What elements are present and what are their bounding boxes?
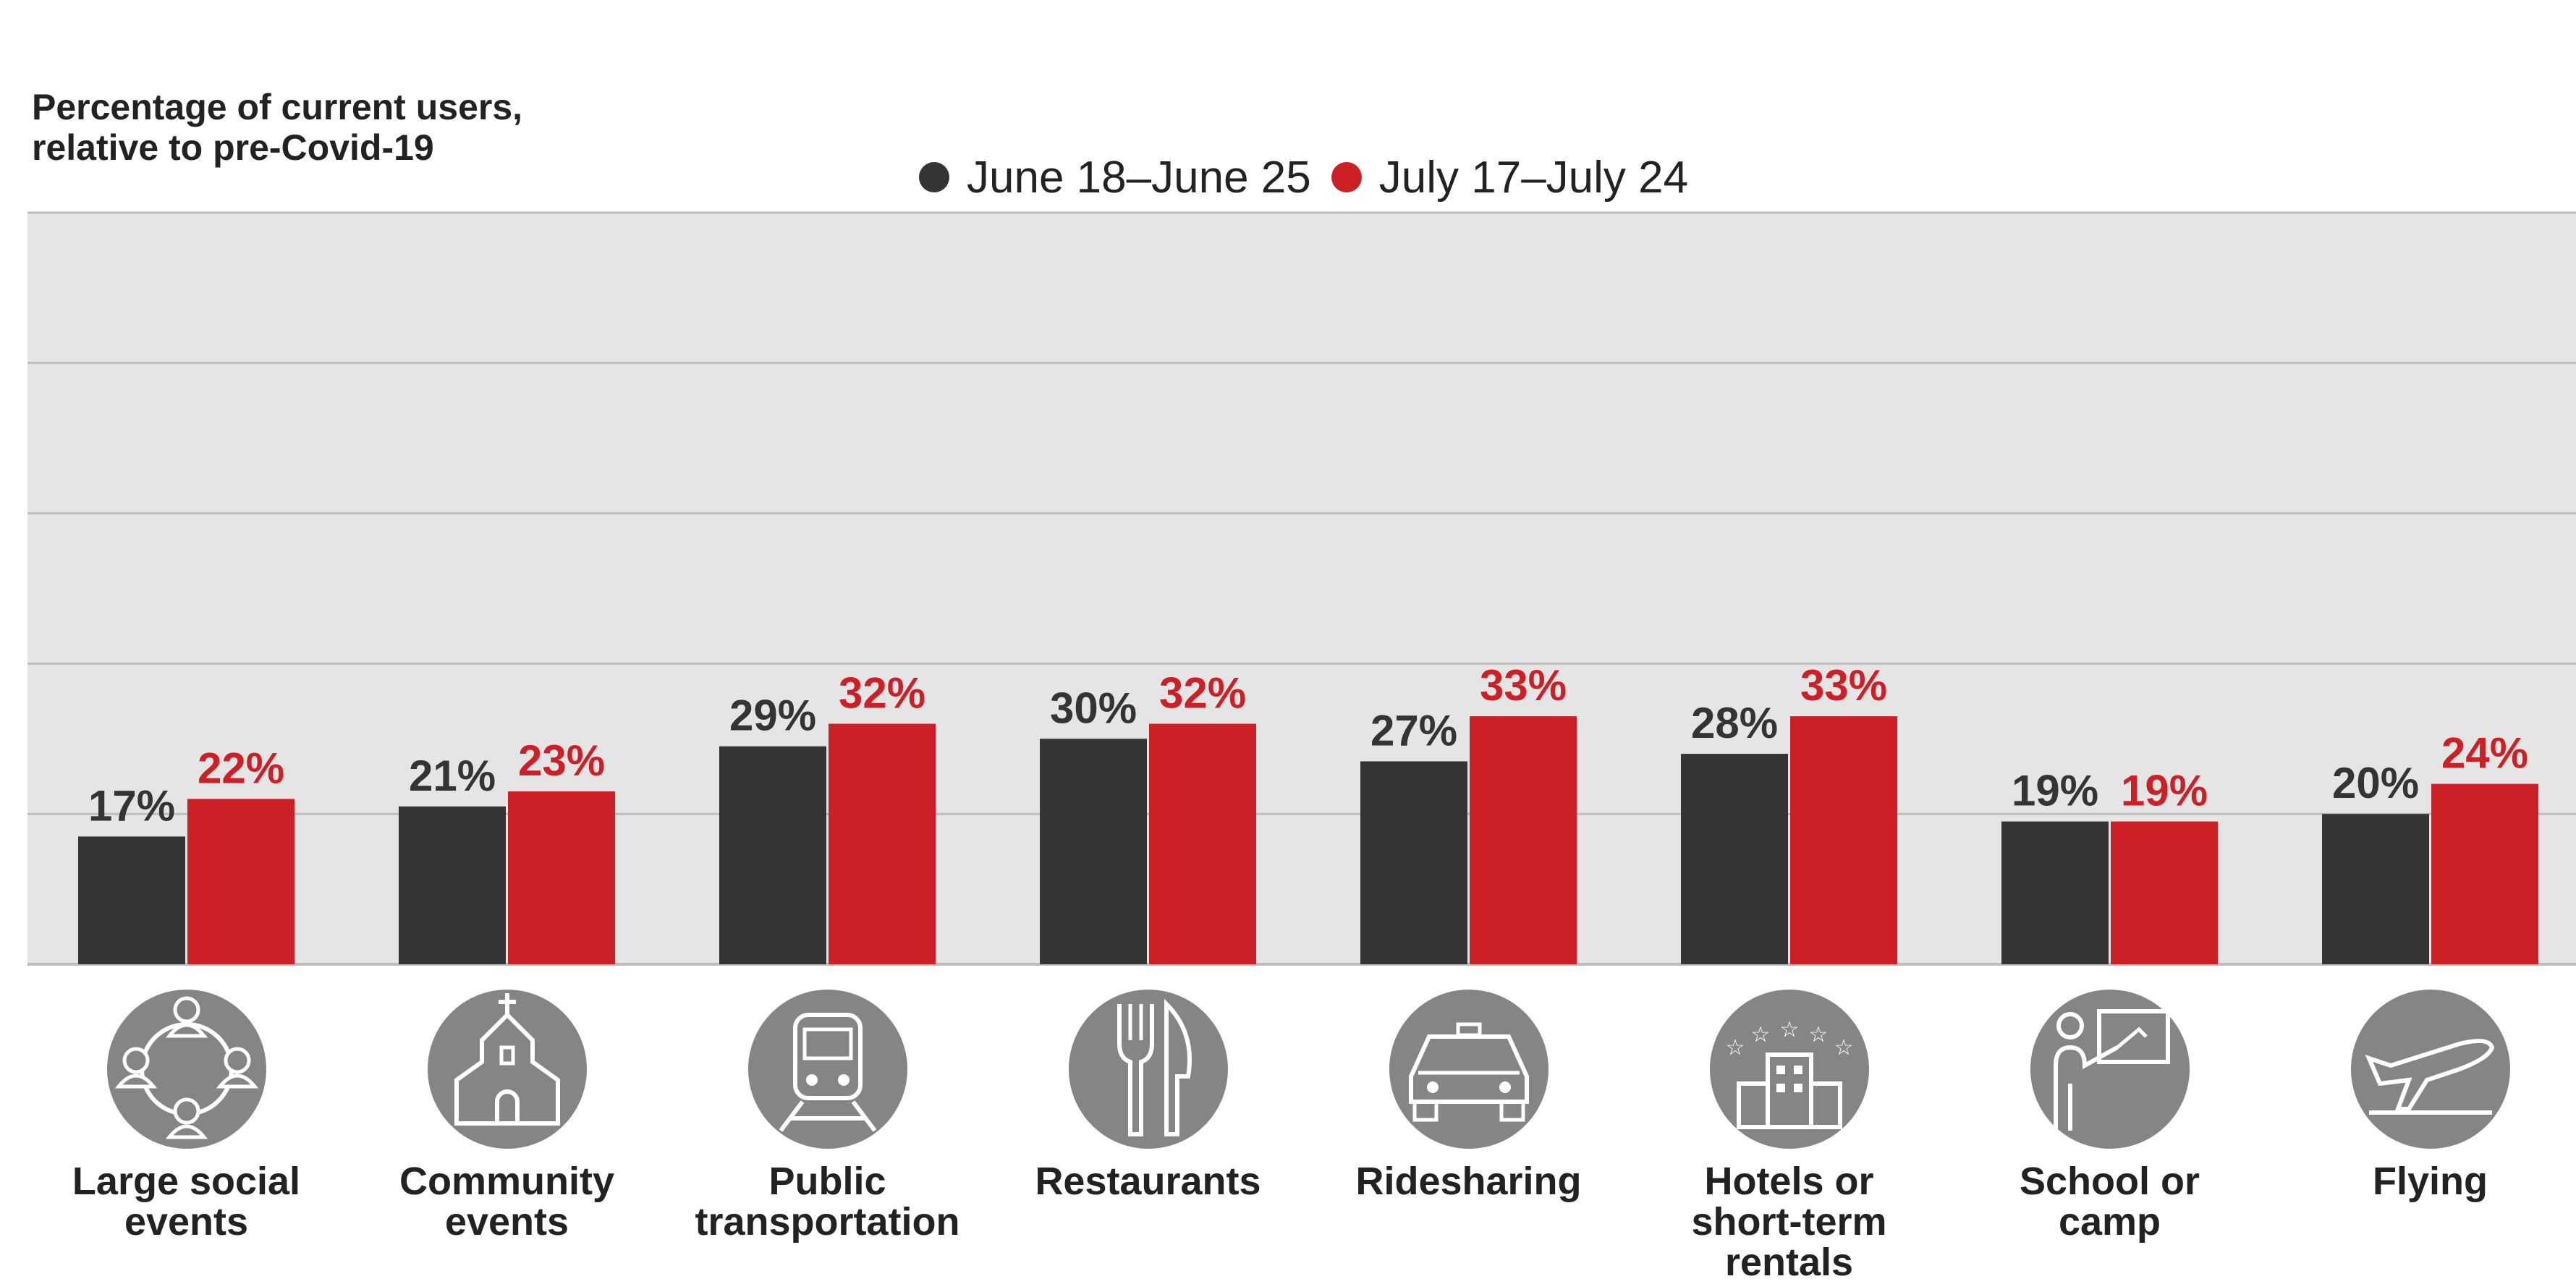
category-label: Large social events [35, 1161, 339, 1242]
category-label: Restaurants [996, 1161, 1300, 1202]
data-label-june: 17% [88, 781, 175, 830]
church-icon [427, 989, 588, 1149]
bar-june [1040, 739, 1147, 964]
data-label-july: 24% [2441, 729, 2528, 778]
teacher-icon [2030, 989, 2190, 1149]
data-label-july: 22% [198, 744, 284, 792]
bar-june [1681, 754, 1788, 964]
data-label-june: 27% [1370, 706, 1457, 754]
svg-text:☆: ☆ [1808, 1022, 1828, 1047]
category-label: Hotels or short-term rentals [1637, 1161, 1941, 1283]
data-label-july: 19% [2121, 767, 2208, 815]
category-label: Public transportation [676, 1161, 980, 1242]
bar-july [1470, 716, 1577, 964]
category-label: Ridesharing [1317, 1161, 1621, 1202]
hotel-icon: ☆☆☆☆☆ [1709, 989, 1870, 1149]
bar-july [508, 791, 615, 964]
fork-knife-icon [1068, 989, 1229, 1149]
svg-text:☆: ☆ [1834, 1035, 1853, 1060]
train-icon [747, 989, 908, 1149]
svg-text:☆: ☆ [1725, 1035, 1745, 1060]
data-label-june: 20% [2332, 759, 2419, 807]
bar-june [399, 807, 506, 964]
data-label-july: 23% [518, 736, 605, 785]
category-label: School or camp [1958, 1161, 2262, 1242]
bar-june [719, 747, 826, 964]
bar-july [1790, 716, 1897, 964]
data-label-june: 19% [2012, 767, 2098, 815]
bar-june [2322, 814, 2429, 964]
plane-icon [2350, 989, 2511, 1149]
bar-july [1149, 724, 1256, 964]
svg-text:☆: ☆ [1750, 1022, 1770, 1047]
data-label-june: 28% [1691, 699, 1778, 747]
bar-july [2431, 784, 2538, 964]
data-label-july: 33% [1800, 661, 1887, 710]
bar-june [2001, 822, 2109, 964]
group-icon [106, 989, 267, 1149]
category-label: Flying [2279, 1161, 2576, 1202]
data-label-july: 32% [1159, 669, 1246, 718]
bar-june [78, 836, 185, 964]
car-icon [1389, 989, 1549, 1149]
svg-text:☆: ☆ [1779, 1017, 1799, 1042]
data-label-june: 30% [1050, 684, 1137, 732]
category-label: Community events [355, 1161, 659, 1242]
data-label-june: 29% [729, 692, 816, 740]
bar-july [2111, 822, 2218, 964]
data-label-july: 33% [1480, 661, 1567, 710]
bar-july [187, 799, 295, 964]
bar-july [829, 724, 936, 964]
data-label-june: 21% [409, 752, 496, 800]
bar-chart: 17% 22% 21% 23% 29% 32% 30% 32% 27% 33% 28% 33% 19% 1… [0, 0, 2576, 969]
bar-june [1360, 761, 1467, 964]
data-label-july: 32% [839, 669, 925, 718]
